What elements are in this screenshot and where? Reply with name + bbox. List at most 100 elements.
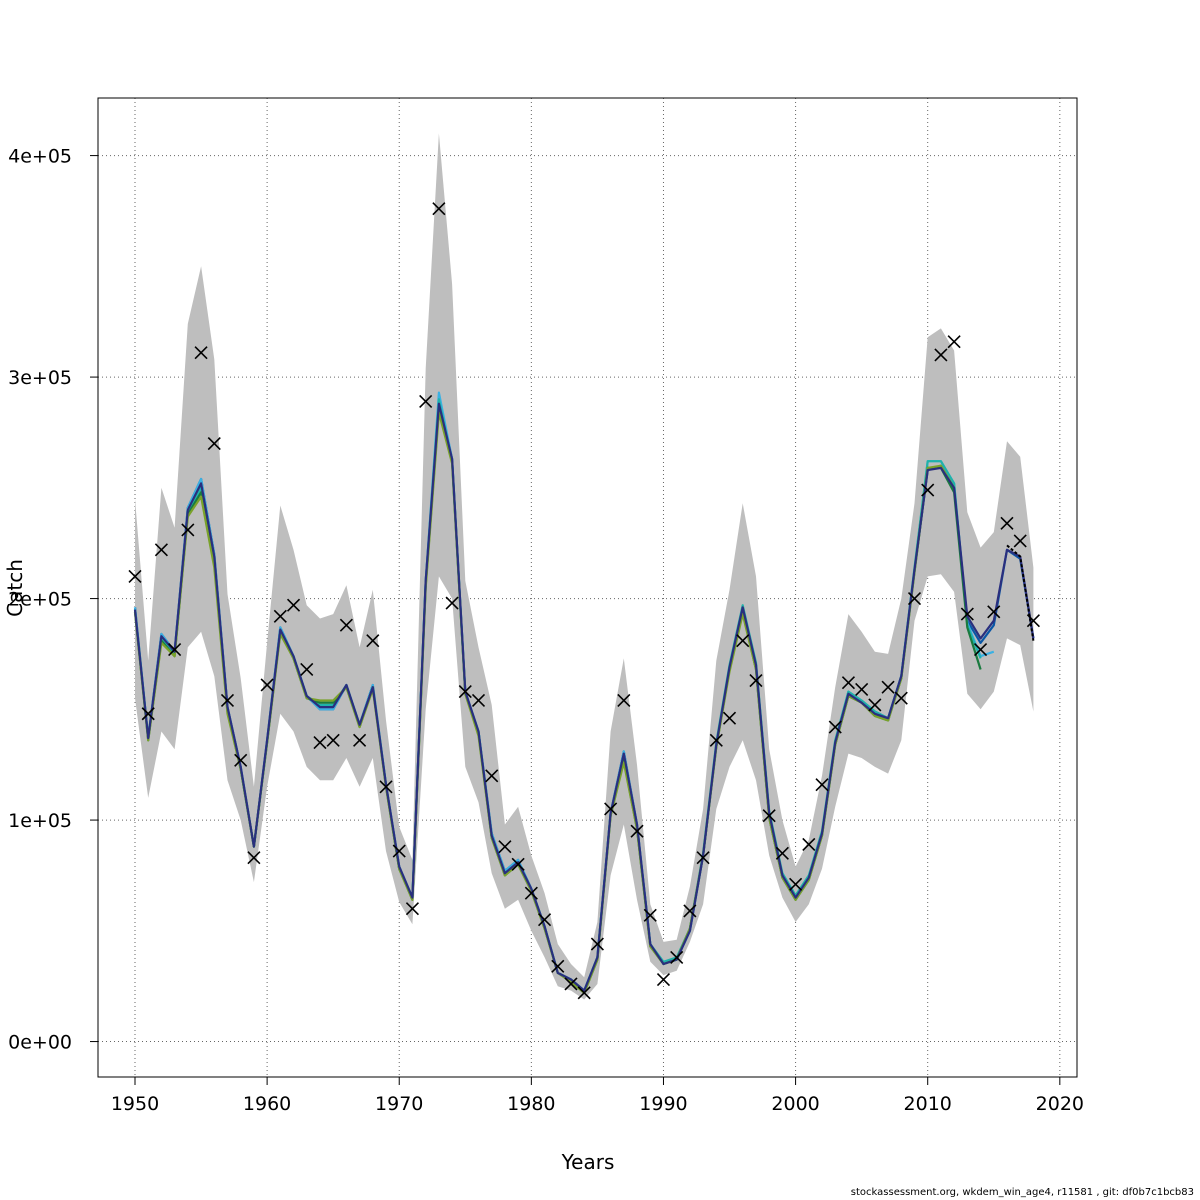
observed-point-stroke (987, 605, 1001, 619)
observed-point-stroke (247, 851, 261, 865)
observed-point-stroke (1026, 614, 1040, 628)
observed-point (154, 543, 168, 557)
observed-point (802, 837, 816, 851)
observed-point (498, 840, 512, 854)
x-tick-label: 1950 (111, 1093, 159, 1115)
plot-frame (97, 97, 1078, 1078)
observed-point (749, 673, 763, 688)
observed-point (960, 607, 974, 621)
x-tick-label: 2020 (1036, 1093, 1084, 1115)
observed-point (128, 569, 142, 583)
observed-point-stroke (907, 592, 922, 606)
observed-point (379, 780, 393, 794)
observed-point-stroke (934, 348, 948, 362)
observed-point-stroke (696, 851, 710, 865)
observed-point-stroke (498, 840, 512, 854)
observed-point-stroke (1013, 534, 1027, 548)
observed-point-stroke (960, 607, 974, 621)
observed-point-stroke (260, 678, 274, 692)
observed-point (419, 394, 433, 409)
y-axis-title: Catch (3, 559, 27, 617)
observed-point-stroke (617, 693, 631, 708)
observed-point (471, 693, 486, 708)
observed-point-stroke (234, 753, 248, 767)
observed-point (1000, 516, 1014, 530)
grid-lines (98, 98, 1077, 1077)
observed-point (630, 824, 644, 838)
observed-point (405, 902, 420, 916)
observed-point-stroke (577, 986, 591, 1000)
y-tick-label: 1e+05 (8, 810, 72, 832)
observed-point-stroke (815, 778, 829, 792)
y-tick-label: 0e+00 (8, 1032, 72, 1054)
observed-point (1026, 614, 1040, 628)
observed-point-stroke (828, 720, 842, 734)
observed-point (670, 950, 684, 964)
observed-point-stroke (947, 335, 961, 349)
observed-point (947, 335, 961, 349)
observed-point (894, 691, 908, 705)
observed-point-stroke (445, 596, 459, 610)
confidence-band-area (135, 133, 1034, 1000)
observed-point (432, 202, 446, 216)
x-tick-label: 1990 (639, 1093, 687, 1115)
observed-point (485, 769, 499, 783)
observed-point-stroke (551, 959, 565, 973)
observed-point (973, 642, 988, 657)
observed-point-stroke (656, 972, 671, 987)
observed-point (921, 483, 935, 497)
observed-point (828, 720, 842, 734)
x-tick-label: 2010 (904, 1093, 952, 1115)
axes: 1950 1960 1970 1980 1990 2000 2010 2020 0e+00 1e+… (8, 146, 1084, 1115)
observed-point-stroke (868, 698, 882, 712)
observed-point (868, 698, 882, 712)
observed-point (524, 886, 538, 900)
observed-point (1013, 534, 1027, 548)
series-lines (133, 391, 1035, 994)
observed-point (313, 735, 327, 750)
y-tick-label: 4e+05 (8, 146, 72, 168)
observed-point (445, 596, 459, 610)
observed-point-stroke (841, 676, 856, 690)
observed-point (683, 904, 697, 918)
observed-point (273, 609, 287, 623)
observed-point-stroke (141, 707, 155, 721)
observed-point (458, 685, 472, 699)
observed-point (722, 711, 737, 725)
observed-point (511, 857, 525, 871)
observed-point (286, 598, 301, 612)
observed-point-stroke (604, 802, 618, 816)
observed-point (696, 851, 710, 865)
observed-point-stroke (1000, 516, 1014, 530)
observed-point-stroke (775, 846, 789, 860)
observed-point (987, 605, 1001, 619)
observed-point (141, 707, 155, 721)
observed-point-stroke (643, 908, 657, 922)
observed-point-stroke (273, 609, 287, 623)
observed-point-stroke (194, 346, 208, 360)
observed-point-stroke (511, 857, 525, 871)
observed-point-stroke (630, 824, 644, 838)
observed-point-stroke (128, 569, 142, 583)
observed-point (617, 693, 631, 708)
observed-point-stroke (300, 662, 314, 677)
y-tick-label: 2e+05 (8, 589, 72, 611)
observed-point-stroke (894, 691, 908, 705)
observed-point (181, 523, 195, 537)
observed-point-stroke (749, 673, 763, 688)
observed-point-stroke (973, 642, 988, 657)
footer-version-text: stockassessment.org, wkdem_win_age4, r11… (850, 1187, 1194, 1198)
observed-point-stroke (881, 680, 895, 694)
observed-point (762, 809, 776, 823)
observed-point (855, 682, 869, 696)
observed-point (564, 977, 578, 991)
observed-point-stroke (564, 977, 578, 991)
observed-point (260, 678, 274, 692)
x-tick-label: 1960 (243, 1093, 291, 1115)
observed-point (934, 348, 948, 362)
observed-point-stroke (736, 634, 750, 648)
observed-point (881, 680, 895, 694)
observed-point (656, 972, 671, 987)
observed-point (709, 733, 723, 747)
